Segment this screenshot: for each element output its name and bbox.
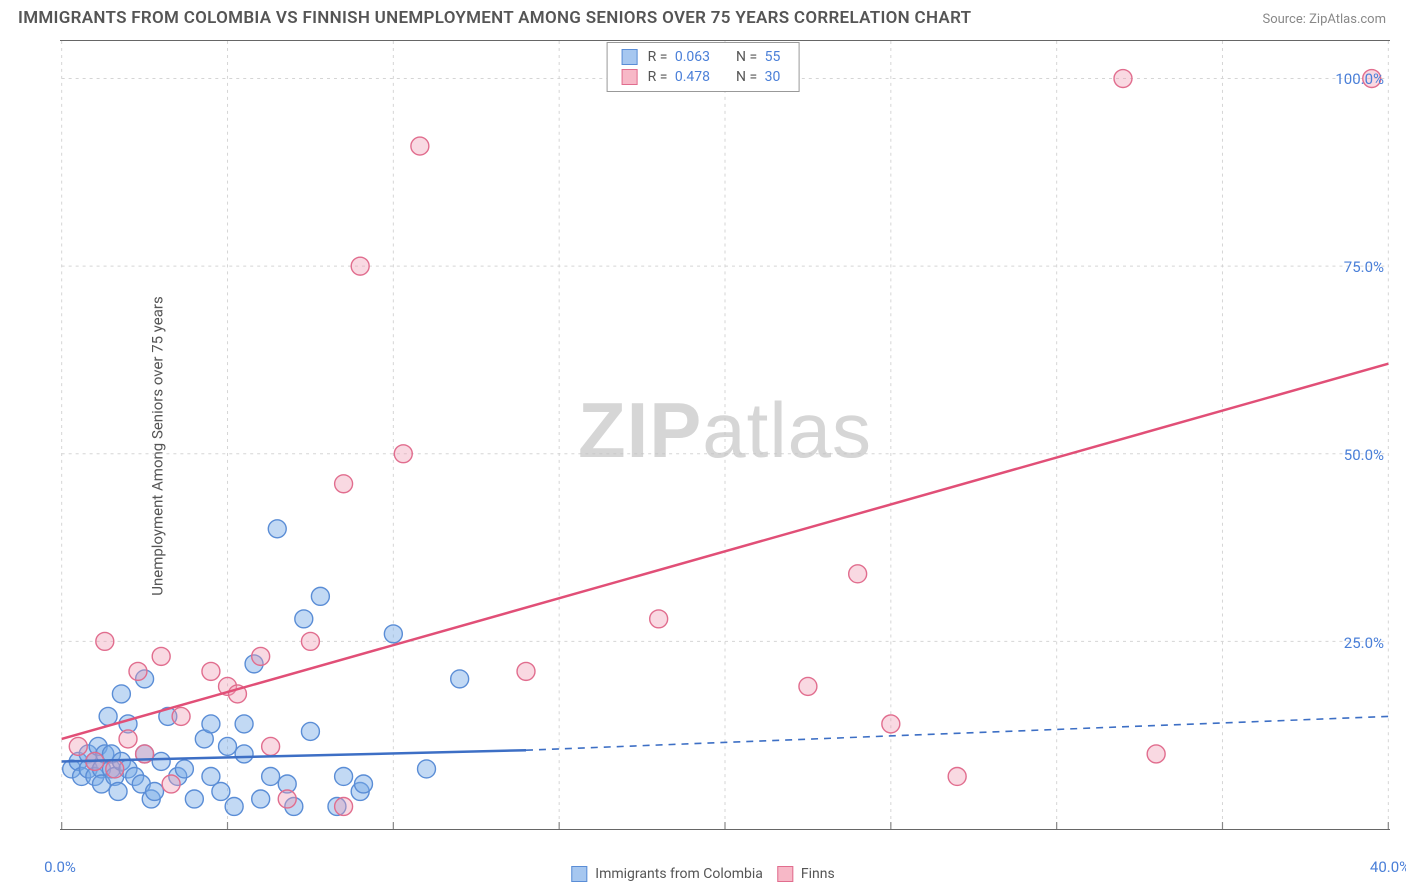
- y-tick-label: 75.0%: [1344, 258, 1384, 276]
- correlation-legend-row: R = 0.063 N = 55: [622, 47, 785, 67]
- legend-swatch: [571, 866, 587, 882]
- series-legend-item: Finns: [777, 866, 835, 882]
- legend-swatch: [777, 866, 793, 882]
- legend-r-label: R = 0.063: [648, 49, 714, 65]
- correlation-legend: R = 0.063 N = 55 R = 0.478 N = 30: [607, 42, 800, 92]
- chart-title: IMMIGRANTS FROM COLOMBIA VS FINNISH UNEM…: [18, 8, 971, 28]
- y-tick-label: 25.0%: [1344, 634, 1384, 652]
- x-tick-label: 40.0%: [1370, 858, 1406, 876]
- legend-n-label: N = 30: [736, 69, 784, 85]
- plot-area: ZIPatlas 25.0%50.0%75.0%100.0%: [60, 40, 1390, 830]
- y-tick-label: 100.0%: [1335, 70, 1384, 88]
- series-legend-label: Immigrants from Colombia: [595, 866, 763, 882]
- correlation-legend-row: R = 0.478 N = 30: [622, 67, 785, 87]
- legend-swatch: [622, 69, 638, 85]
- series-legend-item: Immigrants from Colombia: [571, 866, 763, 882]
- series-legend-label: Finns: [801, 866, 835, 882]
- x-tick-label: 0.0%: [44, 858, 76, 876]
- y-tick-label: 50.0%: [1344, 446, 1384, 464]
- series-legend: Immigrants from Colombia Finns: [571, 866, 834, 882]
- source-attribution: Source: ZipAtlas.com: [1262, 12, 1386, 27]
- legend-n-label: N = 55: [736, 49, 784, 65]
- legend-swatch: [622, 49, 638, 65]
- legend-r-label: R = 0.478: [648, 69, 714, 85]
- scatter-plot-svg: [60, 41, 1390, 829]
